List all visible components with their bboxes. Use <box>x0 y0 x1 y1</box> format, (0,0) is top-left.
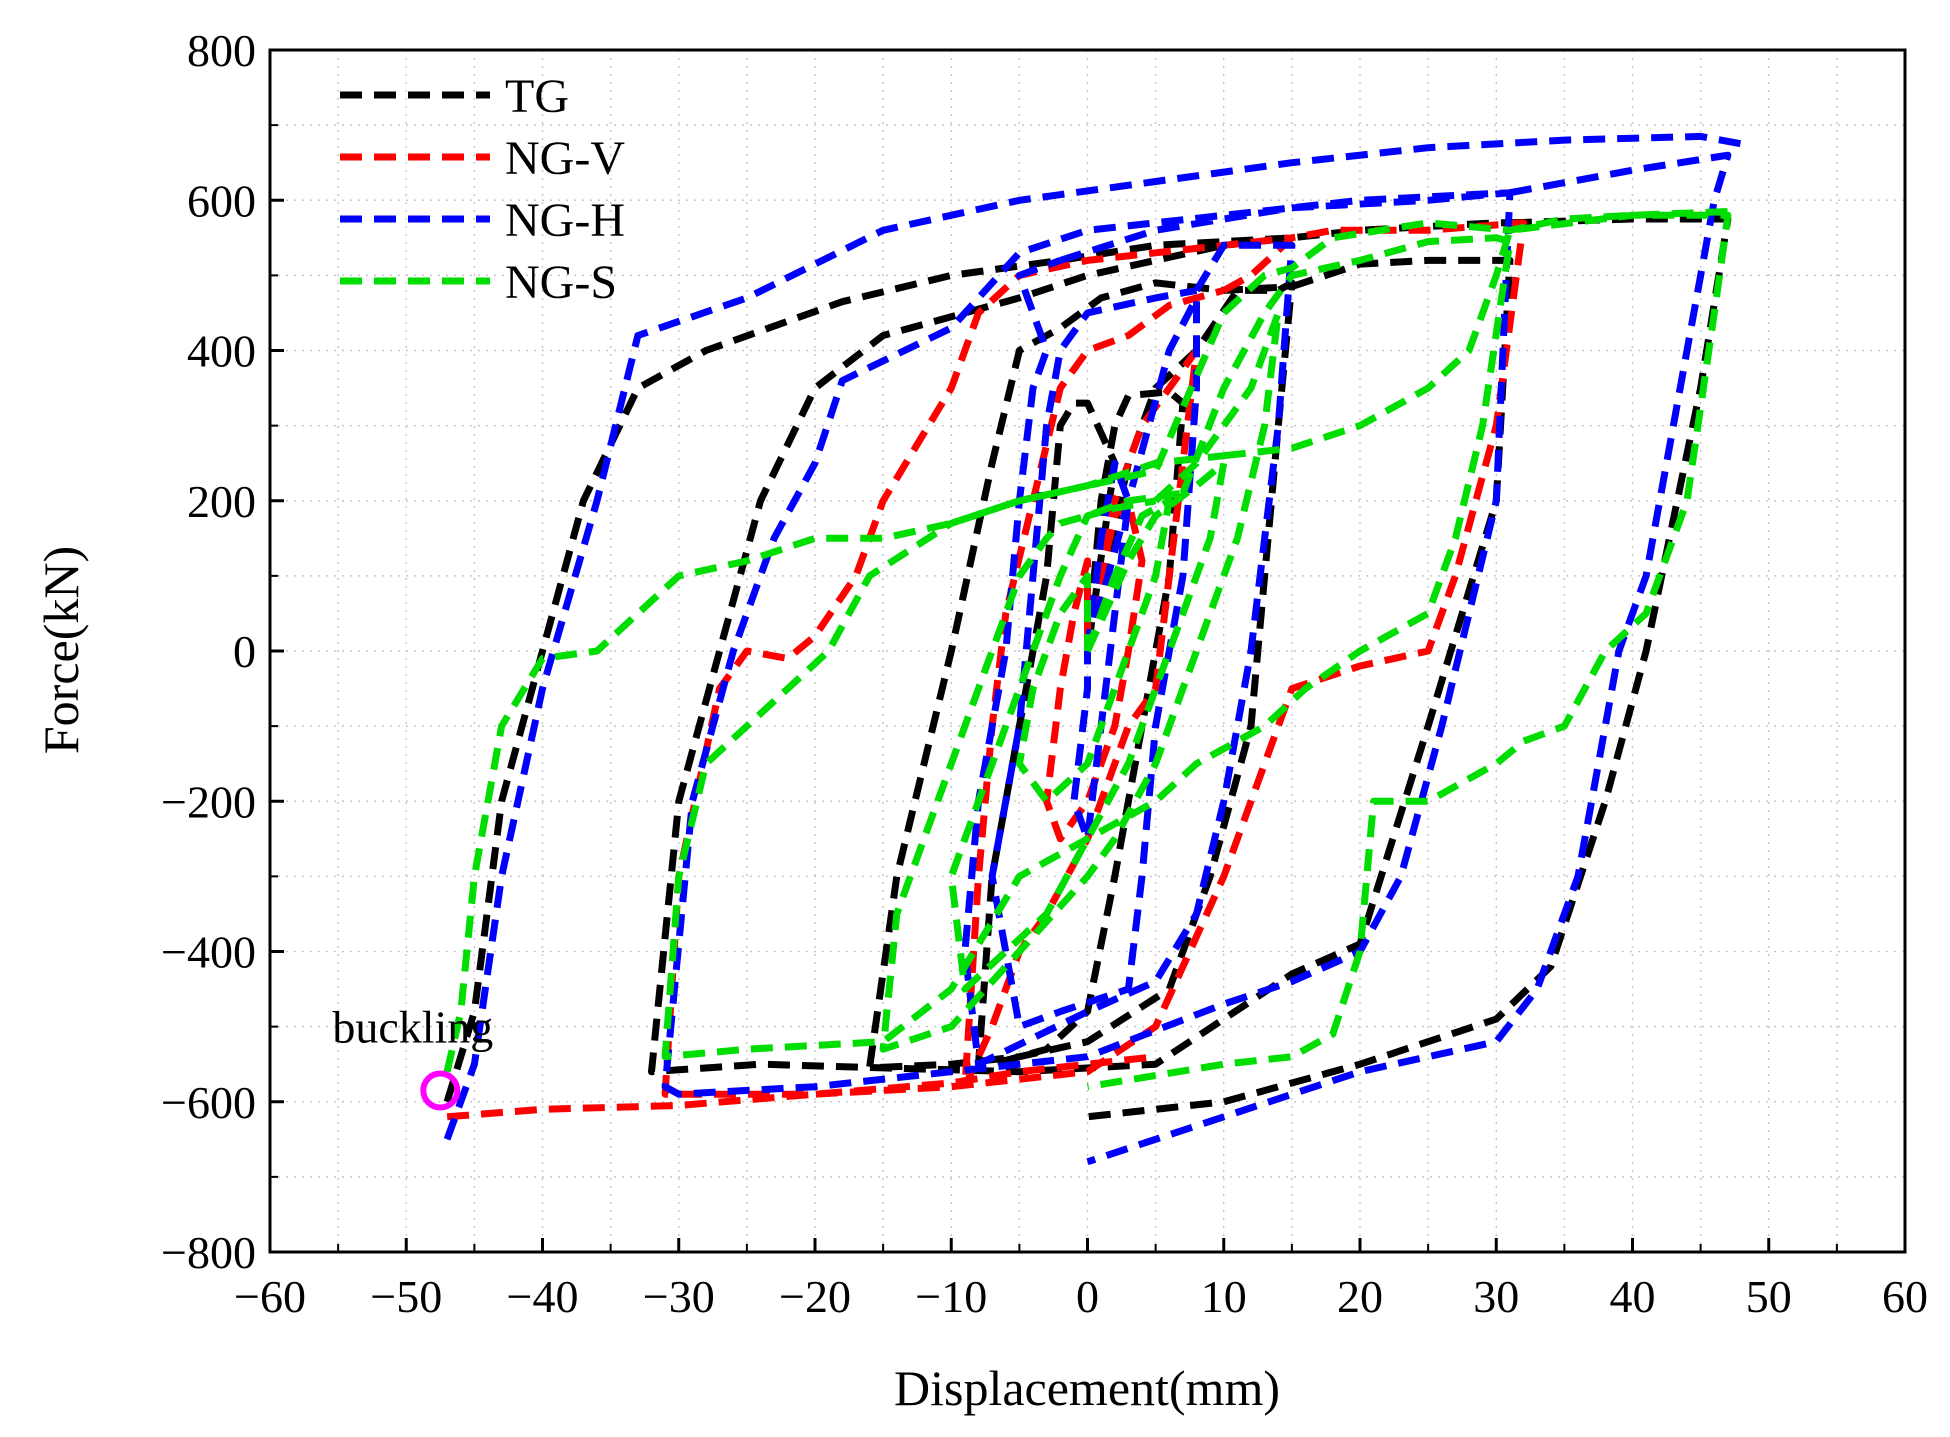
series-line-ng-v <box>661 219 1527 1098</box>
buckling-label: buckling <box>332 1001 493 1052</box>
legend-label-ng-v: NG-V <box>505 132 625 185</box>
x-tick-label: 50 <box>1746 1271 1792 1322</box>
x-tick-label: −10 <box>915 1271 987 1322</box>
x-tick-label: 40 <box>1610 1271 1656 1322</box>
x-tick-label: −40 <box>507 1271 579 1322</box>
y-tick-label: 0 <box>233 626 256 677</box>
series-line-ng-h <box>443 132 1743 1141</box>
series-line-tg <box>443 234 1293 1103</box>
y-tick-label: −800 <box>161 1227 256 1278</box>
y-tick-label: 200 <box>187 476 256 527</box>
x-tick-label: 20 <box>1337 1271 1383 1322</box>
series-ng-s <box>443 208 1732 1091</box>
series-line-ng-v <box>446 1053 1156 1121</box>
series-line-ng-s <box>1086 211 1732 1091</box>
x-tick-label: −60 <box>234 1271 306 1322</box>
legend-label-tg: TG <box>505 70 569 123</box>
buckling-marker <box>420 1070 461 1111</box>
annotations: buckling <box>332 1001 493 1111</box>
y-tick-label: −400 <box>161 927 256 978</box>
axis-ticks: −60 −50 −40 −30 −20 −10 0 10 20 30 40 50 60 −800 −600 −… <box>161 25 1928 1322</box>
y-tick-label: −200 <box>161 776 256 827</box>
series-line-ng-s <box>443 208 1729 1073</box>
y-tick-label: −600 <box>161 1077 256 1128</box>
series-line-tg <box>1087 215 1732 1121</box>
legend: TG NG-V NG-H NG-S <box>340 70 625 309</box>
y-tick-label: 600 <box>187 175 256 226</box>
series-line-ng-s <box>879 309 1282 1053</box>
series-line-ng-s <box>1015 497 1173 805</box>
x-tick-label: −30 <box>643 1271 715 1322</box>
series-line-ng-s <box>947 459 1228 993</box>
y-tick-label: 400 <box>187 326 256 377</box>
series-line-tg <box>866 279 1296 1072</box>
x-tick-label: 60 <box>1882 1271 1928 1322</box>
series-line-tg <box>975 388 1187 1068</box>
series-line-ng-v <box>1043 497 1146 843</box>
legend-label-ng-s: NG-S <box>505 256 617 309</box>
x-tick-label: 10 <box>1201 1271 1247 1322</box>
x-axis-title: Displacement(mm) <box>894 1360 1280 1416</box>
x-tick-label: 30 <box>1473 1271 1519 1322</box>
y-axis-title: Force(kN) <box>33 546 89 754</box>
x-tick-label: −20 <box>779 1271 851 1322</box>
series-line-ng-h <box>988 286 1200 1031</box>
legend-label-ng-h: NG-H <box>505 194 625 247</box>
data-series <box>443 132 1743 1166</box>
series-line-ng-s <box>661 234 1514 1061</box>
x-tick-label: −50 <box>370 1271 442 1322</box>
x-tick-label: 0 <box>1076 1271 1099 1322</box>
series-line-ng-h <box>1070 459 1132 843</box>
series-line-ng-h <box>1086 151 1732 1166</box>
y-tick-label: 800 <box>187 25 256 76</box>
